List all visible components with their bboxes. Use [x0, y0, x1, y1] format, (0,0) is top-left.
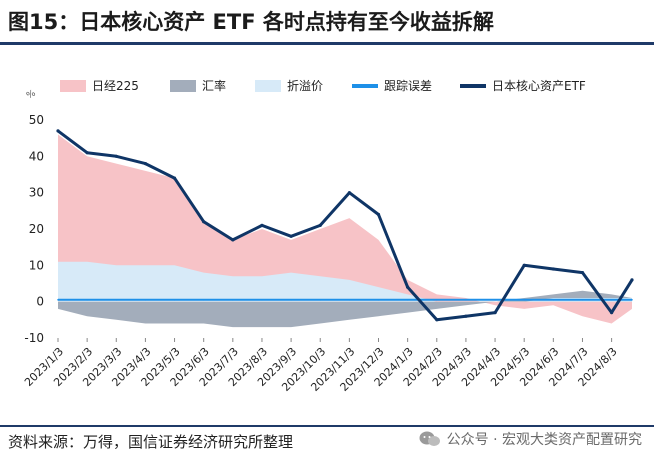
data-point [522, 263, 526, 267]
data-point [493, 311, 497, 315]
data-point [232, 299, 234, 301]
data-point [289, 234, 293, 238]
data-point [290, 299, 292, 301]
data-point [86, 299, 88, 301]
data-point [172, 176, 177, 180]
x-axis: 2023/1/32023/2/32023/3/32023/4/32023/5/3… [22, 338, 620, 394]
legend-label: 跟踪误差 [384, 79, 432, 93]
data-point [494, 299, 496, 301]
legend-swatch [60, 80, 86, 92]
y-axis: 50 40 30 20 10 0 -10 [24, 113, 44, 345]
data-point [464, 314, 468, 318]
data-point [435, 318, 439, 322]
data-point [552, 299, 555, 301]
data-point [523, 299, 525, 301]
y-tick-label: 40 [29, 149, 44, 163]
data-point [631, 299, 633, 301]
legend: 日经225 汇率 折溢价 跟踪误差 日本核心资产ETF [60, 78, 586, 93]
legend-swatch [255, 80, 281, 92]
legend-label: 日本核心资产ETF [492, 79, 586, 93]
data-point [319, 299, 322, 301]
data-point [202, 299, 205, 301]
data-point [580, 271, 585, 275]
chart-title: 图15：日本核心资产 ETF 各时点持有至今收益拆解 [8, 10, 494, 34]
data-point [115, 299, 118, 301]
data-point [376, 212, 381, 217]
data-point [610, 311, 614, 315]
data-point [630, 278, 634, 282]
data-point [85, 151, 89, 155]
data-point [318, 223, 322, 227]
y-tick-label: 10 [29, 258, 44, 272]
source-note: 资料来源：万得，国信证券经济研究所整理 [8, 433, 294, 451]
data-point [581, 299, 584, 301]
y-tick-label: 0 [36, 295, 44, 309]
data-point [377, 299, 380, 301]
data-point [231, 238, 235, 242]
data-point [610, 299, 613, 301]
data-point [465, 299, 467, 301]
series-area-折溢价 [58, 261, 632, 302]
data-point [406, 299, 409, 301]
data-point [144, 299, 147, 301]
plot-region [56, 129, 634, 328]
data-point [260, 223, 264, 227]
wechat-icon [419, 431, 440, 446]
data-point [202, 220, 206, 224]
chart-area: 日经225 汇率 折溢价 跟踪误差 日本核心资产ETF 50 40 30 20 10 0 -10 2… [22, 78, 634, 394]
data-point [406, 285, 410, 289]
data-point [57, 299, 59, 301]
y-tick-label: 50 [29, 113, 44, 127]
data-point [173, 299, 176, 301]
data-point [436, 299, 438, 301]
watermark-text: 公众号 · 宏观大类资产配置研究 [446, 432, 642, 448]
footer-divider [0, 425, 654, 427]
data-point [114, 154, 118, 158]
data-point [143, 162, 147, 166]
data-point [348, 299, 351, 301]
y-tick-label: 20 [29, 222, 44, 236]
data-point [347, 191, 351, 195]
title-divider [0, 42, 654, 45]
data-point [551, 267, 555, 271]
data-point [261, 299, 263, 301]
y-tick-label: 30 [29, 186, 44, 200]
series-area-汇率 [58, 290, 632, 328]
y-tick-label: -10 [24, 331, 44, 345]
legend-label: 日经225 [92, 79, 139, 93]
legend-label: 折溢价 [287, 78, 323, 93]
data-point [56, 129, 60, 133]
legend-swatch [170, 80, 196, 92]
legend-label: 汇率 [202, 78, 226, 93]
watermark: 公众号 · 宏观大类资产配置研究 [419, 429, 642, 449]
